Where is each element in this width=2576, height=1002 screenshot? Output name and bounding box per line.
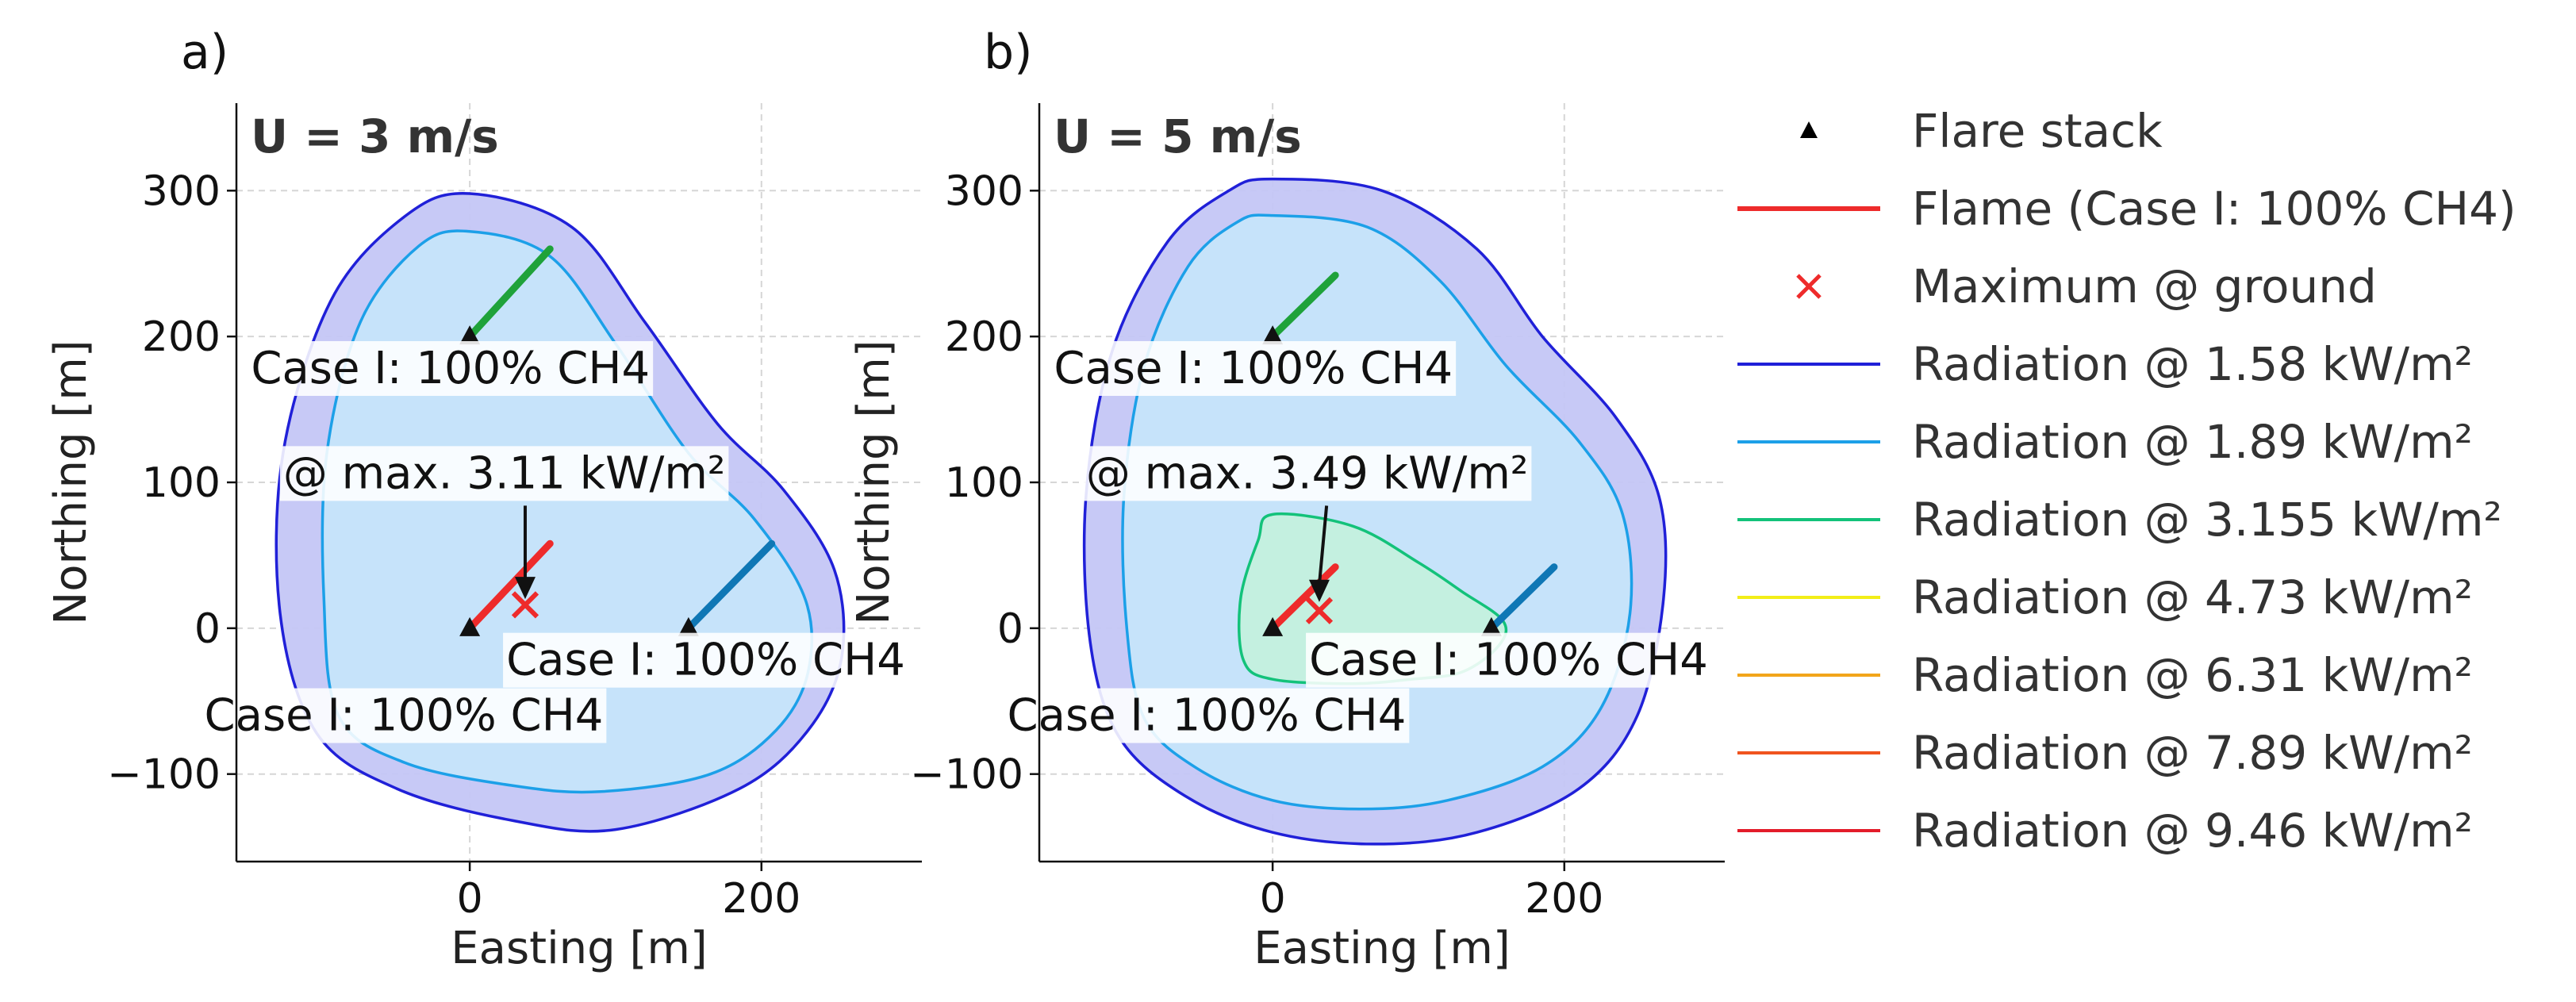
stack-label: Case I: 100% CH4 [1054,343,1453,394]
flame-line [1269,271,1339,340]
stack-label: Case I: 100% CH4 [506,635,905,686]
stack-label-background [248,340,654,396]
legend-x-marker [1796,274,1822,299]
legend-label: Radiation @ 4.73 kW/m² [1912,570,2473,624]
stack-label-background [503,632,908,688]
legend-label: Radiation @ 1.89 kW/m² [1912,415,2473,469]
legend-label: Radiation @ 1.58 kW/m² [1912,337,2473,391]
legend-entry: Maximum @ ground [1796,259,2377,313]
legend-entry: Radiation @ 1.58 kW/m² [1737,337,2473,391]
stack-label-background [1050,340,1457,396]
flame-line [1488,563,1558,632]
max-annotation-label-background [1082,446,1532,501]
y-tick-label: −100 [910,751,1023,799]
max-annotation-label: @ max. 3.49 kW/m² [1086,447,1529,499]
legend-entry: Flare stack [1800,104,2163,158]
y-tick-label: 100 [142,459,221,507]
panel-title: U = 3 m/s [251,109,499,163]
stack-label: Case I: 100% CH4 [1008,690,1407,742]
legend-entry: Radiation @ 3.155 kW/m² [1737,493,2502,547]
maximum-marker [511,591,539,619]
legend-entry: Radiation @ 9.46 kW/m² [1737,804,2473,858]
max-annotation-label: @ max. 3.11 kW/m² [283,447,726,499]
y-tick-label: −100 [107,751,221,799]
annotation-arrow-shaft [1317,505,1329,585]
legend-label: Flare stack [1912,104,2163,158]
y-tick-label: 200 [142,313,221,361]
x-tick-label: 200 [722,875,800,923]
y-tick-label: 300 [945,167,1023,215]
flare-stack-marker [1262,325,1284,345]
panel-label: a) [181,25,228,80]
legend-label: Radiation @ 7.89 kW/m² [1912,726,2473,780]
flame-line [466,539,554,632]
legend-entry: Radiation @ 1.89 kW/m² [1737,415,2473,469]
stack-label-background [1306,632,1711,688]
panel-label: b) [984,25,1033,80]
y-tick-label: 300 [142,167,221,215]
legend-entry: Flame (Case I: 100% CH4) [1737,182,2516,236]
x-axis-label: Easting [m] [451,923,707,974]
y-axis-label: Northing [m] [45,340,97,624]
stack-label-background [1004,688,1410,743]
y-tick-label: 0 [194,605,221,653]
y-tick-label: 100 [945,459,1023,507]
flare-stack-marker [459,325,481,345]
y-tick-label: 0 [997,605,1023,653]
legend-label: Radiation @ 3.155 kW/m² [1912,493,2502,547]
legend-label: Radiation @ 9.46 kW/m² [1912,804,2473,858]
panel-title: U = 5 m/s [1054,109,1302,163]
legend-label: Flame (Case I: 100% CH4) [1912,182,2516,236]
y-tick-label: 200 [945,313,1023,361]
y-axis-label: Northing [m] [848,340,900,624]
legend-entry: Radiation @ 4.73 kW/m² [1737,570,2473,624]
stack-label: Case I: 100% CH4 [1309,635,1708,686]
stack-label: Case I: 100% CH4 [251,343,650,394]
legend-triangle-marker [1800,121,1818,138]
annotation-arrow-head [514,577,536,600]
max-annotation-label-background [279,446,729,501]
stack-label-background [201,688,607,743]
legend: Flare stack Flame (Case I: 100% CH4) Maxim… [1737,104,2516,858]
flame-line [1269,563,1339,632]
legend-label: Radiation @ 6.31 kW/m² [1912,648,2473,702]
x-tick-label: 200 [1525,875,1603,923]
flare-stack-marker [1262,616,1284,636]
legend-label: Maximum @ ground [1912,259,2377,313]
flame-line [685,539,776,632]
x-tick-label: 0 [457,875,483,923]
flare-stack-marker [1480,616,1502,636]
stack-label: Case I: 100% CH4 [205,690,604,742]
annotation-arrow-head [1308,579,1330,602]
x-axis-label: Easting [m] [1253,923,1510,974]
x-tick-label: 0 [1260,875,1286,923]
legend-entry: Radiation @ 7.89 kW/m² [1737,726,2473,780]
maximum-marker [1305,597,1334,624]
flame-line [466,245,554,340]
flare-stack-marker [459,616,481,636]
legend-entry: Radiation @ 6.31 kW/m² [1737,648,2473,702]
flare-stack-marker [678,616,699,636]
